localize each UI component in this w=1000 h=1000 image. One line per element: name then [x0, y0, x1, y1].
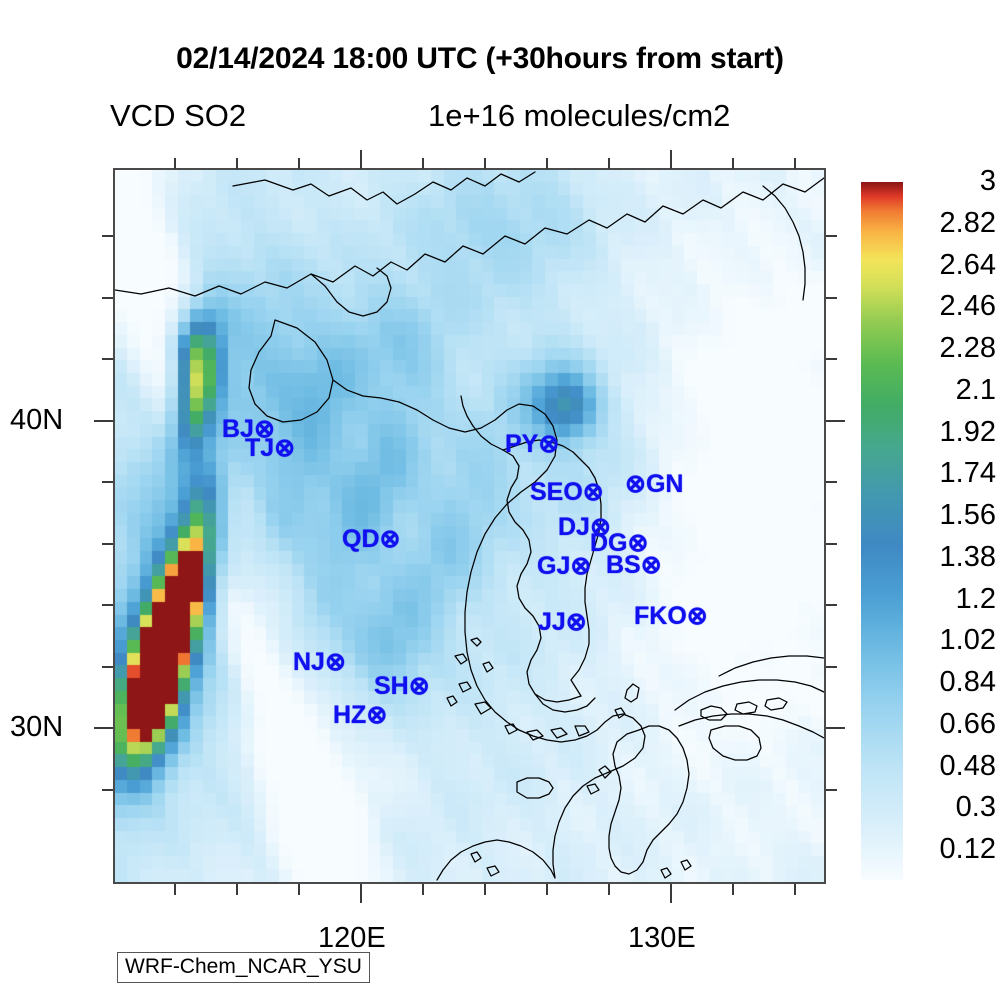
- colorbar-tick-label: 1.56: [939, 499, 996, 531]
- city-marker-gn[interactable]: ⊗GN: [625, 470, 684, 498]
- x-tick-top-minor: [422, 158, 424, 169]
- city-marker-sh[interactable]: SH⊗: [374, 672, 430, 700]
- city-markers-layer: BJ⊗ TJ⊗ QD⊗ NJ⊗ SH⊗ HZ⊗ PY⊗ SEO⊗ ⊗GN DJ⊗ DG⊗ GJ⊗ BS⊗…: [115, 170, 824, 882]
- x-tick-top-minor: [794, 158, 796, 169]
- colorbar-tick-label: 1.92: [939, 415, 996, 448]
- x-tick-major-130e: [670, 884, 672, 903]
- colorbar-tick-label: 1.02: [939, 624, 996, 657]
- colorbar-tick-label: 0.84: [939, 666, 996, 698]
- colorbar-tick-label: 2.1: [955, 373, 996, 406]
- city-marker-bs[interactable]: BS⊗: [606, 551, 662, 579]
- colorbar-tick-label: 0.3: [955, 791, 996, 824]
- subtitle-row: VCD SO2 1e+16 molecules/cm2: [0, 98, 960, 138]
- city-marker-fko[interactable]: FKO⊗: [634, 602, 708, 630]
- x-tick-minor: [546, 884, 548, 895]
- city-marker-seo[interactable]: SEO⊗: [530, 478, 604, 506]
- colorbar-tick-label: 2.82: [939, 206, 996, 239]
- colorbar-tick-label: 3: [979, 165, 996, 197]
- y-tick-minor: [102, 604, 113, 606]
- x-tick-top-minor: [174, 158, 176, 169]
- y-tick-right-minor: [826, 481, 837, 483]
- city-marker-bj[interactable]: BJ⊗: [222, 415, 275, 443]
- colorbar-tick-label: 1.2: [955, 582, 996, 615]
- map-plot-area[interactable]: BJ⊗ TJ⊗ QD⊗ NJ⊗ SH⊗ HZ⊗ PY⊗ SEO⊗ ⊗GN DJ⊗ DG⊗ GJ⊗ BS⊗…: [113, 168, 826, 884]
- x-tick-minor: [298, 884, 300, 895]
- y-tick-right-minor: [826, 297, 837, 299]
- y-tick-minor: [102, 358, 113, 360]
- y-tick-right-minor: [826, 235, 837, 237]
- x-tick-top-minor: [298, 158, 300, 169]
- x-tick-minor: [732, 884, 734, 895]
- colorbar-tick-label: 2.46: [939, 290, 996, 323]
- colorbar-tick-label: 2.28: [939, 332, 996, 364]
- colorbar-gradient: [861, 182, 903, 880]
- colorbar[interactable]: [861, 182, 903, 880]
- colorbar-tick-label: 0.12: [939, 833, 996, 865]
- x-tick-minor: [484, 884, 486, 895]
- colorbar-tick-label: 0.66: [939, 707, 996, 740]
- y-tick-major-30n: [94, 727, 113, 729]
- y-tick-minor: [102, 297, 113, 299]
- x-axis-label-130e: 130E: [628, 922, 696, 954]
- x-tick-minor: [236, 884, 238, 895]
- city-marker-gj[interactable]: GJ⊗: [537, 552, 592, 580]
- y-tick-minor: [102, 666, 113, 668]
- y-tick-minor: [102, 235, 113, 237]
- y-tick-major-40n: [94, 420, 113, 422]
- x-axis-label-120e: 120E: [318, 922, 386, 954]
- y-axis-label-30n: 30N: [10, 711, 64, 743]
- y-tick-right-minor: [826, 543, 837, 545]
- variable-label: VCD SO2: [110, 98, 247, 133]
- x-tick-top: [360, 150, 362, 169]
- x-tick-top-minor: [236, 158, 238, 169]
- x-tick-minor: [608, 884, 610, 895]
- x-tick-minor: [794, 884, 796, 895]
- city-marker-qd[interactable]: QD⊗: [342, 525, 401, 553]
- model-attribution-tag: WRF-Chem_NCAR_YSU: [117, 952, 370, 983]
- city-marker-hz[interactable]: HZ⊗: [333, 701, 388, 729]
- y-axis-label-40n: 40N: [10, 404, 64, 436]
- colorbar-tick-label: 2.64: [939, 248, 996, 281]
- unit-label: 1e+16 molecules/cm2: [428, 98, 731, 133]
- city-marker-dj[interactable]: DJ⊗: [558, 513, 611, 541]
- x-tick-minor: [174, 884, 176, 895]
- x-tick-top-minor: [546, 158, 548, 169]
- colorbar-tick-label: 0.48: [939, 749, 996, 782]
- y-tick-minor: [102, 789, 113, 791]
- x-tick-top: [670, 150, 672, 169]
- colorbar-tick-label: 1.38: [939, 540, 996, 573]
- x-tick-minor: [422, 884, 424, 895]
- y-tick-minor: [102, 543, 113, 545]
- city-marker-dg[interactable]: DG⊗: [590, 529, 649, 557]
- x-tick-major-120e: [360, 884, 362, 903]
- y-tick-minor: [102, 481, 113, 483]
- y-tick-right: [826, 420, 845, 422]
- city-marker-nj[interactable]: NJ⊗: [293, 648, 346, 676]
- colorbar-tick-label: 1.74: [939, 457, 996, 490]
- x-tick-top-minor: [608, 158, 610, 169]
- city-marker-jj[interactable]: JJ⊗: [538, 608, 587, 636]
- x-tick-top-minor: [484, 158, 486, 169]
- y-tick-right-minor: [826, 666, 837, 668]
- y-tick-right-minor: [826, 789, 837, 791]
- city-marker-py[interactable]: PY⊗: [505, 430, 560, 458]
- city-marker-tj[interactable]: TJ⊗: [245, 434, 296, 462]
- page-title: 02/14/2024 18:00 UTC (+30hours from star…: [176, 42, 784, 75]
- y-tick-right-minor: [826, 358, 837, 360]
- x-tick-top-minor: [732, 158, 734, 169]
- y-tick-right: [826, 727, 845, 729]
- y-tick-right-minor: [826, 604, 837, 606]
